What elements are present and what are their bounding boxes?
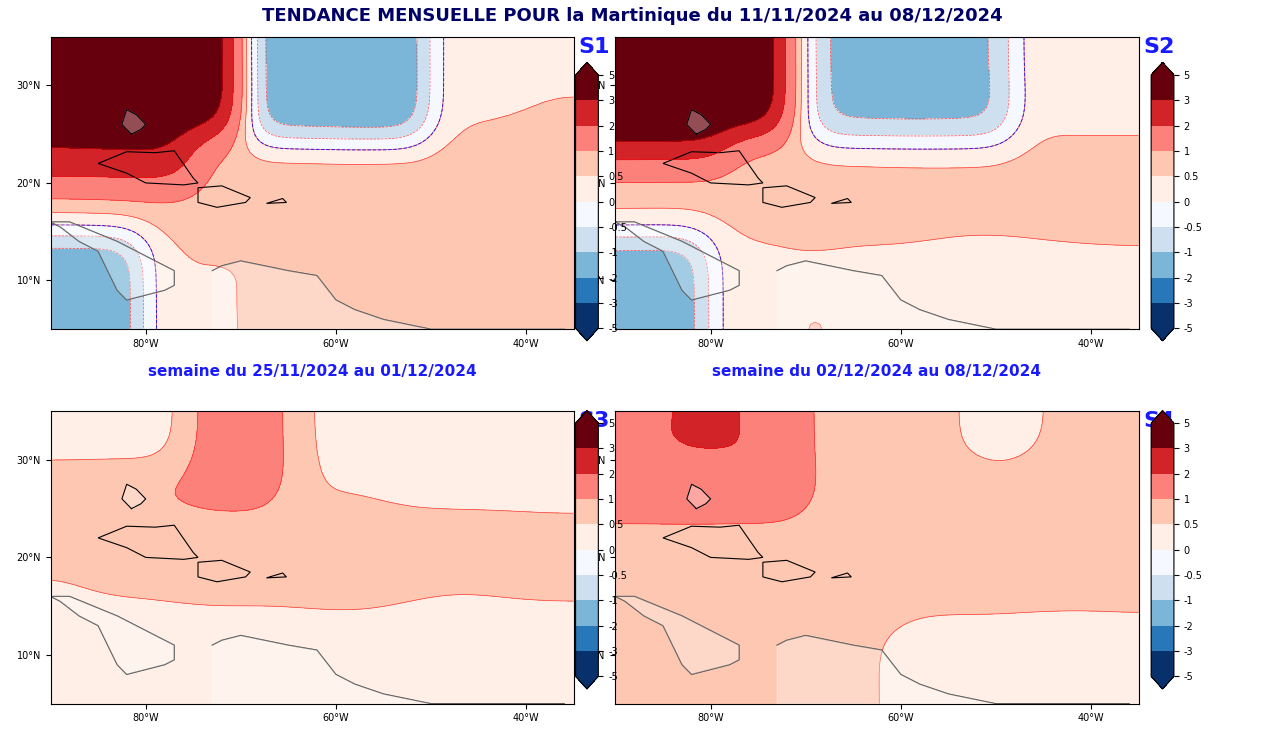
Polygon shape [51, 222, 175, 300]
PathPatch shape [1151, 62, 1174, 75]
Polygon shape [687, 485, 711, 509]
Polygon shape [777, 636, 1128, 704]
Text: S1: S1 [579, 37, 610, 56]
PathPatch shape [576, 62, 598, 75]
Polygon shape [121, 110, 145, 134]
Polygon shape [616, 597, 739, 674]
PathPatch shape [1151, 328, 1174, 341]
PathPatch shape [576, 410, 598, 423]
PathPatch shape [1151, 410, 1174, 423]
Polygon shape [777, 261, 1128, 329]
PathPatch shape [1151, 677, 1174, 689]
Text: S2: S2 [1144, 37, 1175, 56]
Polygon shape [616, 222, 739, 300]
Text: S4: S4 [1144, 411, 1175, 431]
Polygon shape [213, 261, 564, 329]
Polygon shape [687, 110, 711, 134]
Title: semaine du 02/12/2024 au 08/12/2024: semaine du 02/12/2024 au 08/12/2024 [712, 364, 1041, 380]
PathPatch shape [576, 677, 598, 689]
Text: TENDANCE MENSUELLE POUR la Martinique du 11/11/2024 au 08/12/2024: TENDANCE MENSUELLE POUR la Martinique du… [262, 7, 1003, 26]
Polygon shape [121, 485, 145, 509]
Title: semaine du 25/11/2024 au 01/12/2024: semaine du 25/11/2024 au 01/12/2024 [148, 364, 477, 380]
Polygon shape [213, 636, 564, 704]
PathPatch shape [576, 328, 598, 341]
Text: S3: S3 [579, 411, 610, 431]
Polygon shape [51, 597, 175, 674]
